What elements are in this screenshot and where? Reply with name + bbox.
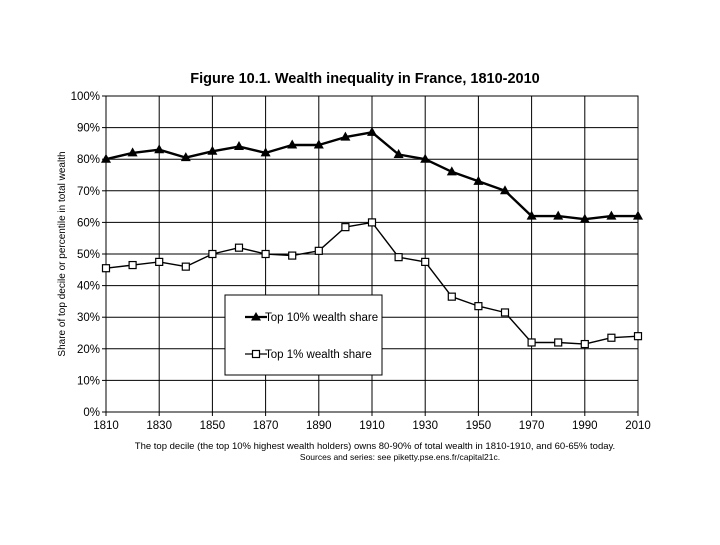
footnote-sources: Sources and series: see piketty.pse.ens.… — [300, 452, 500, 462]
legend-label-top1: Top 1% wealth share — [265, 349, 372, 361]
y-tick-label: 60% — [77, 217, 100, 229]
data-point-top1 — [341, 223, 350, 232]
data-point-top1 — [580, 339, 589, 349]
data-point-top10 — [260, 147, 271, 157]
data-point-top10 — [500, 185, 510, 195]
series — [101, 126, 643, 349]
legend-triangle-marker — [251, 312, 261, 321]
y-tick-label: 0% — [83, 407, 100, 419]
footnote-main: The top decile (the top 10% highest weal… — [135, 441, 615, 452]
y-axis-label: Share of top decile or percentile in tot… — [57, 151, 68, 356]
y-tick-label: 30% — [77, 312, 100, 324]
data-point-top10 — [207, 145, 218, 155]
data-point-top1 — [314, 246, 323, 255]
axis-ticks: 0% 10% 20% 30% 40% 50% 60% 70% 80% 90% 100% 1810 183… — [71, 91, 651, 432]
x-tick-label: 2010 — [625, 420, 651, 432]
data-point-top10 — [287, 139, 298, 149]
data-point-top1 — [394, 253, 403, 262]
y-tick-label: 20% — [77, 344, 100, 356]
data-point-top1 — [474, 302, 483, 311]
y-tick-label: 80% — [77, 154, 100, 166]
data-point-top1 — [288, 251, 297, 260]
y-tick-label: 100% — [71, 91, 100, 103]
data-point-top1 — [500, 308, 510, 317]
data-point-top10 — [340, 131, 351, 141]
y-tick-label: 70% — [77, 186, 100, 198]
data-point-top10 — [526, 210, 537, 220]
data-point-top10 — [127, 147, 138, 157]
x-tick-label: 1970 — [519, 420, 545, 432]
data-point-top1 — [101, 264, 111, 273]
legend-label-top10: Top 10% wealth share — [265, 312, 378, 324]
data-point-top10 — [446, 166, 457, 176]
x-tick-label: 1930 — [412, 420, 438, 432]
data-point-top10 — [606, 210, 617, 220]
x-tick-label: 1870 — [253, 420, 279, 432]
x-tick-label: 1810 — [93, 420, 119, 432]
data-point-top10 — [180, 152, 191, 162]
data-point-top1 — [128, 260, 137, 270]
data-point-top1 — [633, 332, 643, 341]
data-point-top10 — [393, 148, 404, 158]
data-point-top10 — [473, 175, 484, 185]
data-point-top1 — [607, 333, 616, 342]
data-point-top10 — [154, 144, 165, 154]
legend-square-marker — [251, 349, 261, 359]
data-point-top1 — [447, 292, 456, 301]
data-point-top1 — [208, 249, 217, 259]
x-tick-label: 1830 — [146, 420, 172, 432]
data-point-top10 — [579, 213, 590, 223]
x-tick-label: 1950 — [466, 420, 492, 432]
data-point-top1 — [261, 249, 270, 259]
data-point-top1 — [367, 218, 377, 227]
data-point-top10 — [234, 141, 244, 151]
data-point-top1 — [181, 262, 190, 271]
chart-title: Figure 10.1. Wealth inequality in France… — [190, 71, 539, 87]
data-point-top1 — [554, 338, 563, 347]
x-tick-label: 1850 — [200, 420, 226, 432]
data-point-top10 — [101, 153, 111, 163]
y-tick-label: 40% — [77, 281, 100, 293]
data-point-top1 — [234, 243, 244, 252]
y-tick-label: 50% — [77, 249, 100, 261]
legend: Top 10% wealth share Top 1% wealth share — [224, 294, 383, 376]
data-point-top10 — [553, 210, 564, 220]
data-point-top10 — [420, 153, 431, 163]
legend-box — [224, 294, 383, 376]
y-tick-label: 10% — [77, 375, 100, 387]
data-point-top1 — [527, 338, 536, 347]
data-point-top1 — [421, 257, 430, 266]
data-point-top10 — [633, 210, 643, 220]
y-tick-label: 90% — [77, 123, 100, 135]
x-tick-label: 1910 — [359, 420, 385, 432]
data-point-top10 — [367, 126, 377, 136]
data-point-top1 — [155, 257, 164, 266]
x-tick-label: 1990 — [572, 420, 598, 432]
data-point-top10 — [313, 139, 324, 149]
x-tick-label: 1890 — [306, 420, 332, 432]
